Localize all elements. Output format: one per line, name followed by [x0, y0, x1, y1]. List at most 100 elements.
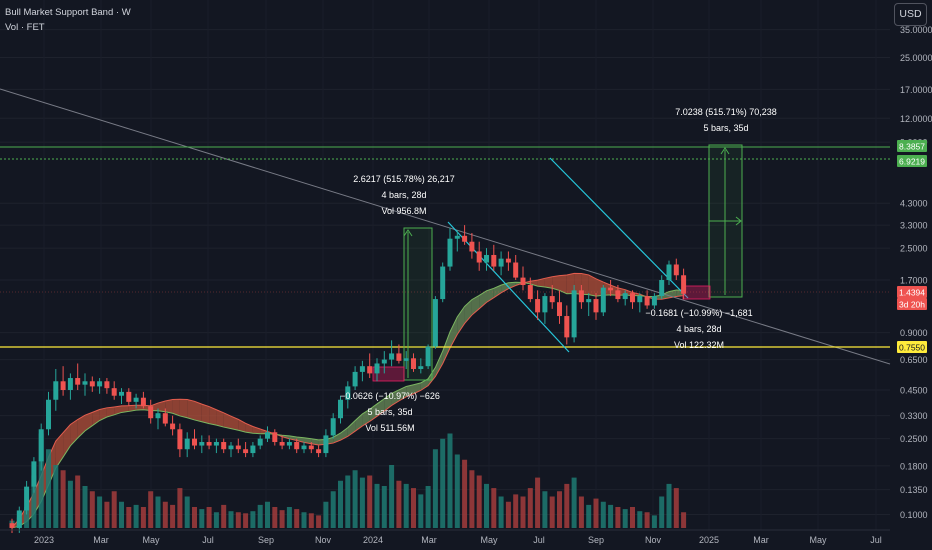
candle-body — [155, 413, 161, 419]
volume-bar — [184, 496, 190, 528]
y-tick-label: 17.0000 — [900, 85, 932, 95]
candle-body — [630, 293, 635, 303]
volume-bar — [549, 496, 555, 528]
volume-bar — [615, 507, 621, 528]
price-label: 0.7550 — [899, 343, 925, 353]
volume-bar — [265, 501, 270, 528]
volume-bar — [31, 475, 37, 528]
band-segment — [435, 351, 443, 377]
volume-bar — [67, 480, 73, 528]
volume-bar — [432, 449, 438, 528]
measure-annotations: −0.0626 (−10.97%) −626 5 bars, 35d Vol 511… — [340, 107, 777, 433]
band-segment — [362, 409, 370, 426]
band-segment — [552, 275, 560, 291]
volume-bar — [491, 488, 497, 528]
volume-bar — [104, 501, 110, 528]
candle-body — [520, 277, 526, 286]
candle-body — [447, 238, 453, 267]
candle-body — [184, 438, 190, 450]
volume-bar — [148, 491, 154, 528]
candle-body — [206, 442, 212, 446]
volume-bar — [608, 504, 614, 528]
candle-body — [126, 391, 132, 402]
candle-body — [272, 432, 278, 443]
price-label-box — [897, 155, 927, 167]
x-tick-label: May — [809, 535, 827, 545]
price-axis: 35.000025.000017.000012.00009.00004.3000… — [897, 25, 932, 520]
candle-body — [557, 302, 562, 317]
volume-bar — [308, 513, 314, 528]
volume-bar — [505, 501, 511, 528]
volume-bar — [279, 510, 285, 528]
candle-body — [418, 366, 424, 369]
volume-bar — [60, 470, 66, 528]
candle-body — [381, 359, 387, 364]
volume-bar — [571, 477, 577, 528]
volume-bar — [119, 501, 124, 528]
candle-body — [265, 432, 270, 439]
y-tick-label: 0.1000 — [900, 510, 928, 520]
volume-bar — [651, 515, 657, 528]
measure-box-drop-1 — [372, 366, 405, 382]
price-label-box — [897, 298, 927, 310]
y-tick-label: 0.2500 — [900, 434, 928, 444]
candle-body — [484, 254, 489, 263]
candle-body — [162, 413, 168, 424]
measure-arrow-up — [403, 229, 413, 378]
candle-body — [279, 442, 285, 446]
volume-bar — [359, 477, 365, 528]
band-segment — [231, 416, 239, 431]
band-segment — [420, 378, 429, 391]
volume-bars — [9, 433, 687, 528]
x-tick-label: 2025 — [699, 535, 719, 545]
long-trendline — [0, 88, 891, 365]
volume-bar — [666, 483, 672, 528]
candle-body — [46, 399, 51, 430]
candle-body — [527, 285, 533, 300]
channel-line-lower — [447, 221, 570, 353]
x-tick-label: Nov — [315, 535, 332, 545]
volume-bar — [447, 433, 453, 528]
volume-bar — [170, 504, 176, 528]
candle-body — [228, 445, 234, 450]
band-segment — [486, 288, 494, 303]
volume-bar — [396, 480, 402, 528]
x-tick-label: Mar — [93, 535, 109, 545]
candle-body — [89, 381, 95, 387]
candle-body — [491, 254, 497, 267]
volume-bar — [53, 465, 59, 528]
band-segment — [252, 426, 261, 434]
volume-bar — [374, 483, 380, 528]
volume-bar — [644, 512, 650, 528]
currency-button[interactable]: USD — [894, 3, 927, 26]
candle-body — [359, 366, 365, 372]
x-tick-label: May — [142, 535, 160, 545]
candle-body — [316, 449, 322, 454]
volume-bar — [199, 509, 205, 528]
price-label: 8.3857 — [899, 142, 925, 152]
candle-body — [615, 290, 621, 300]
volume-bar — [681, 512, 687, 528]
measure-arrow-right — [709, 216, 742, 226]
candle-body — [119, 391, 124, 396]
candle-body — [323, 435, 329, 454]
candle-body — [586, 299, 592, 303]
volume-bar — [111, 491, 117, 528]
y-tick-label: 0.4500 — [900, 386, 928, 396]
volume-bar — [133, 504, 139, 528]
band-segment — [85, 412, 93, 431]
volume-bar — [352, 470, 358, 528]
volume-bar — [206, 507, 212, 528]
candle-body — [67, 378, 73, 390]
indicator-title[interactable]: Bull Market Support Band · W — [5, 7, 131, 18]
volume-bar — [535, 477, 541, 528]
volume-label[interactable]: Vol · FET — [5, 22, 45, 33]
volume-bar — [330, 491, 336, 528]
band-segment — [216, 409, 224, 428]
chart-drawings — [0, 88, 891, 382]
x-tick-label: Jul — [533, 535, 545, 545]
volume-bar — [243, 513, 249, 528]
candle-body — [505, 258, 511, 263]
candle-body — [608, 287, 614, 291]
